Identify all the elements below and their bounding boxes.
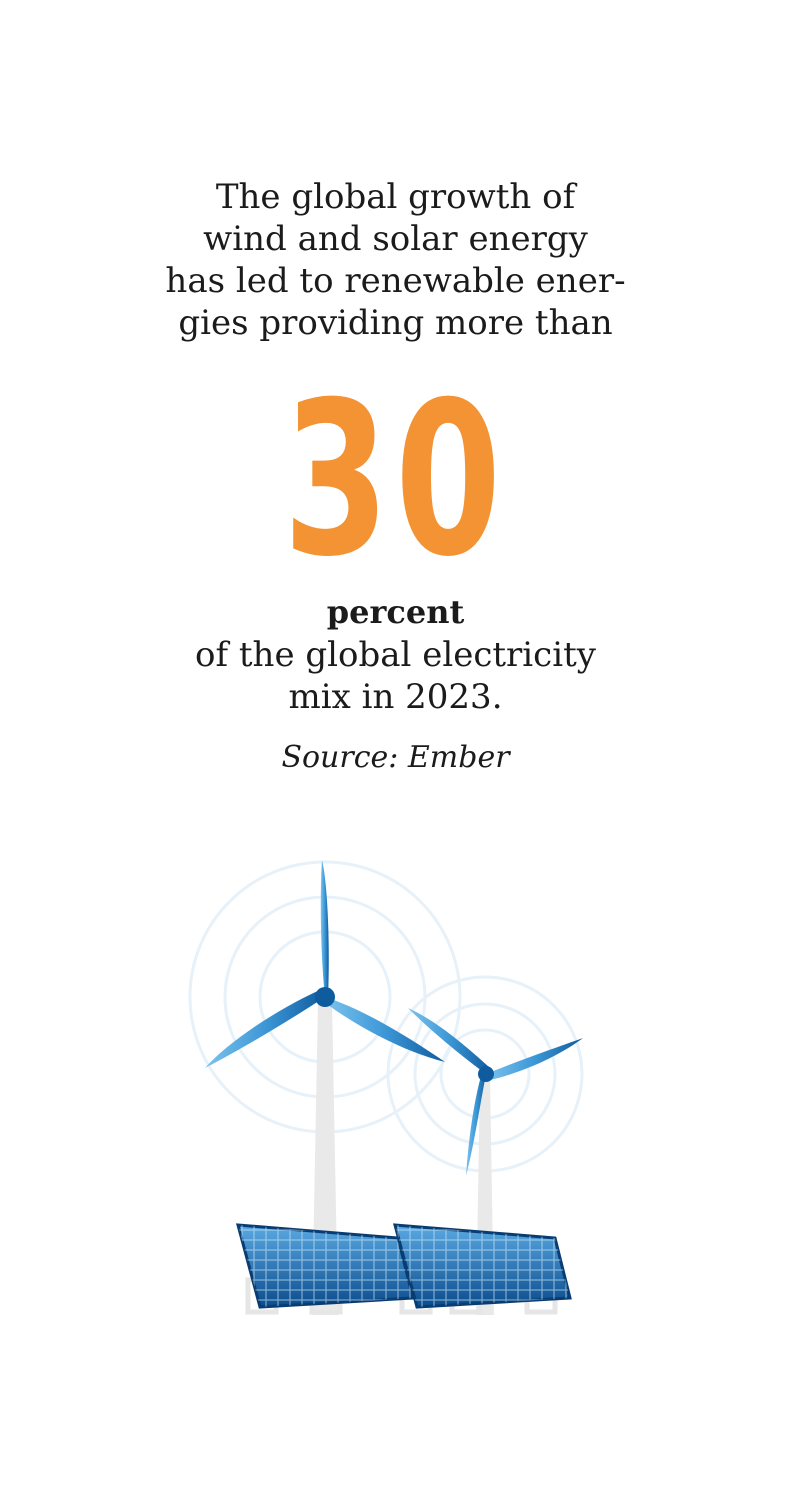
solar-panel-icon <box>392 1223 572 1309</box>
intro-text: The global growth of wind and solar ener… <box>120 176 671 344</box>
highlight-number: 30 <box>283 368 507 578</box>
wind-turbine-icon <box>205 860 445 1315</box>
intro-line: gies providing more than <box>178 303 613 343</box>
description-text: of the global electricity mix in 2023. <box>120 634 671 718</box>
intro-line: wind and solar energy <box>203 219 588 259</box>
intro-line: The global growth of <box>215 177 576 217</box>
highlight-number-text: 30 <box>283 368 507 578</box>
description-line: mix in 2023. <box>288 677 503 717</box>
unit-label: percent <box>326 593 465 631</box>
intro-line: has led to renewable ener- <box>165 261 626 301</box>
wind-rings <box>188 860 584 1173</box>
solar-panel-icon <box>235 1223 415 1309</box>
source-note: Source: Ember <box>281 740 510 775</box>
description-line: of the global electricity <box>195 635 596 675</box>
renewables-illustration <box>188 860 584 1315</box>
